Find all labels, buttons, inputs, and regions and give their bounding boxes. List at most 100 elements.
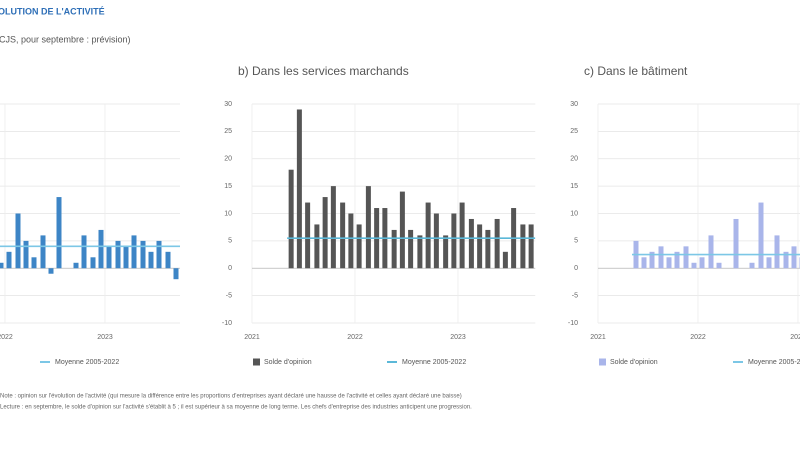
bar [140,240,146,269]
legend-swatch [599,358,606,366]
bar [520,224,526,269]
bar [115,240,121,269]
bar [641,257,647,269]
y-tick-label: 10 [224,210,232,217]
page-subtitle: (CJS, pour septembre : prévision) [0,34,131,44]
x-tick-label: 2023 [97,334,113,341]
bar [749,262,755,269]
bar [148,251,154,269]
bar [716,262,722,269]
bar [330,186,336,269]
bar [314,224,320,269]
y-tick-label: -10 [222,320,232,327]
bar [81,235,87,269]
bar [322,197,328,269]
panel-title: b) Dans les services marchands [238,64,409,78]
y-tick-label: 5 [574,238,578,245]
footnote: Note : opinion sur l'évolution de l'acti… [0,394,462,400]
bar [691,262,697,269]
page-title: ÉVOLUTION DE L'ACTIVITÉ [0,6,105,16]
y-tick-label: 0 [228,265,232,272]
y-tick-label: 25 [570,128,578,135]
y-tick-label: -10 [568,320,578,327]
legend-label: Solde d'opinion [610,359,658,366]
legend-label: Solde d'opinion [264,359,312,366]
y-tick-label: -5 [572,292,578,299]
bar [658,246,664,269]
bar [674,251,680,269]
bar [494,218,500,269]
bar [408,229,414,269]
legend-label: Moyenne 2005-2022 [748,359,800,366]
bar [48,268,54,274]
bar [528,224,534,269]
y-tick-label: 15 [570,183,578,190]
y-tick-label: 0 [574,265,578,272]
bar [31,257,37,269]
bar [666,257,672,269]
bar [459,202,465,269]
bar [106,246,112,269]
bar [683,246,689,269]
bar [40,235,46,269]
bar [425,202,431,269]
bar [391,229,397,269]
bar [443,235,449,269]
bar [123,246,129,269]
bar [131,235,137,269]
panel-title: c) Dans le bâtiment [584,64,688,78]
bar [417,235,423,269]
bar [502,251,508,269]
bar [56,197,62,269]
bar [477,224,483,269]
y-tick-label: 25 [224,128,232,135]
x-tick-label: 2023 [790,334,800,341]
x-tick-label: 2022 [690,334,706,341]
x-tick-label: 2022 [347,334,363,341]
x-tick-label: 2021 [244,334,260,341]
x-tick-label: 2022 [0,334,13,341]
legend-label: Moyenne 2005-2022 [55,359,119,366]
bar [288,169,294,269]
bar [783,251,789,269]
bar [73,262,79,269]
bar [98,229,104,269]
bar [733,218,739,269]
legend-label: Moyenne 2005-2022 [402,359,466,366]
bar [90,257,96,269]
bar [791,246,797,269]
bar [0,262,4,269]
bar [23,240,29,269]
bar [356,224,362,269]
bar [485,229,491,269]
bar [468,218,474,269]
y-tick-label: 20 [570,156,578,163]
y-tick-label: 5 [228,238,232,245]
bar [365,186,371,269]
y-tick-label: 30 [224,101,232,108]
y-tick-label: 10 [570,210,578,217]
legend-swatch [253,358,260,366]
bar [758,202,764,269]
bar [433,213,439,269]
bar [173,268,179,280]
y-tick-label: -5 [226,292,232,299]
footnote: Lecture : en septembre, le solde d'opini… [0,405,472,411]
bar [699,257,705,269]
bar [708,235,714,269]
bar [296,109,302,269]
x-tick-label: 2023 [450,334,466,341]
y-tick-label: 30 [570,101,578,108]
bar [399,191,405,269]
bar [774,235,780,269]
bar [156,240,162,269]
y-tick-label: 20 [224,156,232,163]
bar [649,251,655,269]
bar [451,213,457,269]
bar [165,251,171,269]
x-tick-label: 2021 [590,334,606,341]
bar [766,257,772,269]
bar [6,251,12,269]
bar [340,202,346,269]
